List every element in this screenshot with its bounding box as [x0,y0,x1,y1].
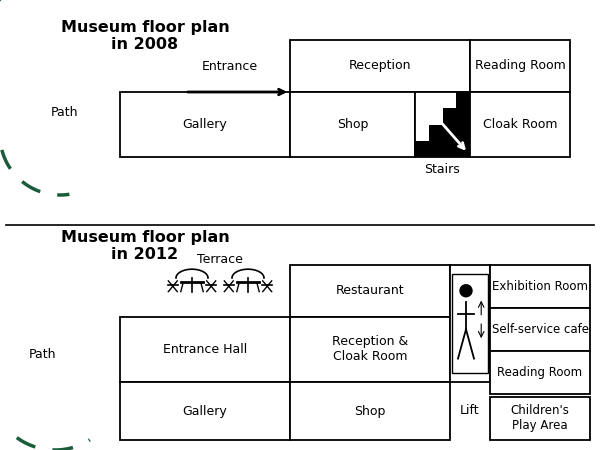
Text: Entrance Hall: Entrance Hall [163,343,247,356]
Bar [415,92,470,157]
Text: Lift: Lift [460,404,480,417]
Bar [470,92,570,157]
Text: Reading Room: Reading Room [475,59,565,72]
Text: Entrance: Entrance [202,60,258,73]
Bar [490,308,590,351]
Bar [490,351,590,394]
Bar [490,397,590,440]
Text: Exhibition Room: Exhibition Room [492,280,588,293]
Bar [290,317,450,382]
Bar [470,40,570,92]
Bar [490,265,590,308]
Text: Shop: Shop [337,118,368,131]
Text: Gallery: Gallery [182,118,227,131]
Bar [290,382,450,440]
Bar [450,265,490,382]
Bar [415,141,429,157]
Bar [120,317,290,382]
Text: Reading Room: Reading Room [497,366,583,379]
Text: Restaurant: Restaurant [335,284,404,297]
Text: Children's
Play Area: Children's Play Area [511,405,569,432]
Bar [456,92,470,157]
Bar [120,92,290,157]
Text: Terrace: Terrace [197,253,243,266]
Bar [290,40,470,92]
Bar [290,92,415,157]
Bar [290,265,450,317]
Text: Museum floor plan
in 2012: Museum floor plan in 2012 [61,230,229,262]
Text: Gallery: Gallery [182,405,227,418]
Text: Reception: Reception [349,59,411,72]
Text: Shop: Shop [355,405,386,418]
Text: Path: Path [51,107,79,120]
Text: Museum floor plan
in 2008: Museum floor plan in 2008 [61,20,229,52]
Bar [452,274,488,373]
Text: Self-service cafe: Self-service cafe [491,323,589,336]
Text: Cloak Room: Cloak Room [483,118,557,131]
Text: Path: Path [28,348,56,361]
Bar [443,108,456,157]
Text: Reception &
Cloak Room: Reception & Cloak Room [332,336,408,364]
Bar [429,125,443,157]
Bar [120,382,290,440]
Text: Stairs: Stairs [424,163,460,176]
Circle shape [460,285,472,297]
